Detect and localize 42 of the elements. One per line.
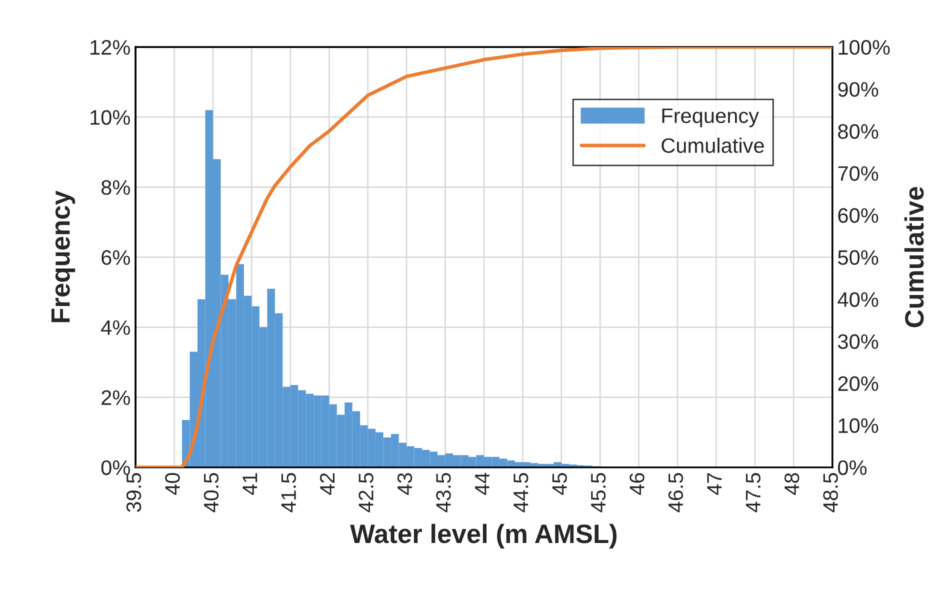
- y-tick-label: 4%: [101, 320, 130, 335]
- x-tick-label: 42: [320, 473, 334, 495]
- y2-tick-label: 50%: [838, 250, 878, 265]
- x-tick-label: 47.5: [746, 473, 761, 512]
- x-tick-label: 48: [784, 473, 800, 495]
- x-tick-label: 44: [475, 472, 490, 495]
- x-tick-label: 46.5: [668, 473, 684, 512]
- x-axis-title: Water level (m AMSL): [350, 524, 617, 548]
- y2-tick-label: 20%: [838, 376, 878, 392]
- x-tick-label: 46: [630, 473, 644, 495]
- legend-label: Frequency: [662, 108, 760, 128]
- y-tick-label: 10%: [90, 110, 130, 125]
- x-tick-label: 44.5: [514, 473, 528, 512]
- y2-tick-label: 0%: [838, 460, 867, 476]
- y-tick-label: 8%: [101, 180, 130, 195]
- y2-axis-title: Cumulative: [904, 186, 924, 328]
- x-tick-label: 47: [707, 473, 722, 495]
- y2-tick-label: 90%: [838, 82, 878, 97]
- y2-tick-label: 40%: [838, 292, 878, 307]
- x-tick-label: 45.5: [591, 473, 606, 512]
- legend-label: Cumulative: [662, 138, 764, 153]
- x-tick-label: 45: [552, 473, 567, 495]
- y2-tick-label: 80%: [838, 124, 878, 139]
- y-tick-label: 0%: [101, 460, 130, 476]
- y2-tick-label: 60%: [838, 208, 878, 223]
- x-tick-label: 48.5: [823, 473, 838, 512]
- x-tick-label: 40: [165, 473, 180, 495]
- y2-tick-label: 30%: [838, 334, 878, 349]
- y2-tick-label: 70%: [838, 166, 878, 181]
- x-tick-label: 43: [397, 473, 412, 495]
- x-tick-label: 39.5: [126, 473, 142, 512]
- x-tick-label: 42.5: [358, 473, 374, 512]
- x-tick-label: 41.5: [281, 473, 296, 512]
- y2-tick-label: 100%: [838, 40, 890, 55]
- x-tick-label: 43.5: [436, 473, 451, 512]
- y2-tick-label: 10%: [838, 418, 878, 434]
- y-tick-label: 2%: [102, 390, 130, 405]
- x-tick-label: 40.5: [204, 473, 219, 512]
- y-tick-label: 6%: [102, 250, 130, 265]
- y-tick-label: 12%: [90, 40, 130, 55]
- y-axis-title: Frequency: [51, 190, 76, 322]
- x-tick-label: 41: [242, 473, 258, 495]
